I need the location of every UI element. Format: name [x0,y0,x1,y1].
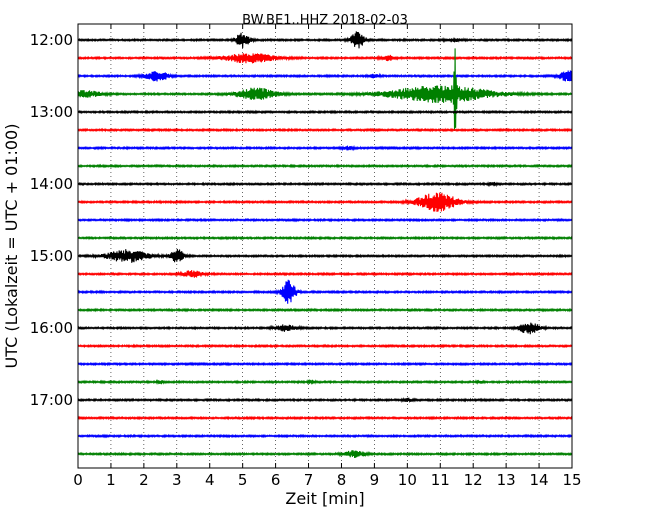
x-tick-label: 7 [304,471,314,489]
x-tick-label: 4 [205,471,215,489]
plot-frame [77,23,573,469]
grid-lines [78,24,572,468]
x-tick-label: 5 [238,471,248,489]
seismic-trace [77,433,573,439]
seismic-trace [77,181,573,188]
seismic-trace [77,192,573,212]
trace-group [77,31,573,458]
x-axis-label: Zeit [min] [285,489,364,508]
seismic-trace [77,144,573,152]
x-tick-label: 6 [271,471,281,489]
seismic-trace [77,378,573,386]
seismic-trace [77,397,573,404]
chart-title: BW.BE1..HHZ 2018-02-03 [242,13,408,28]
seismic-trace [77,235,573,241]
seismic-trace [77,163,573,169]
seismic-trace [77,279,573,304]
seismic-trace [77,217,573,223]
seismic-trace [77,248,573,263]
seismic-trace [77,450,573,458]
x-tick-label: 13 [497,471,516,489]
seismic-trace [77,109,573,115]
seismic-trace [77,322,573,335]
x-tick-label: 1 [106,471,116,489]
seismic-trace [77,48,573,132]
x-tick-label: 12 [464,471,483,489]
y-tick-label: 13:00 [30,103,73,121]
y-tick-label: 17:00 [30,391,73,409]
x-tick-label: 0 [73,471,83,489]
x-tick-label: 11 [431,471,450,489]
y-axis-label: UTC (Lokalzeit = UTC + 01:00) [2,124,21,369]
y-tick-label: 14:00 [30,175,73,193]
seismic-trace [77,343,573,349]
x-tick-label: 8 [337,471,347,489]
seismic-trace [77,415,573,421]
x-tick-label: 10 [398,471,417,489]
axis-ticks: 0 1 2 3 4 5 6 7 8 9 10 11 12 13 14 1512:0013:0014:0015:… [30,24,582,489]
seismic-trace [77,31,573,49]
x-tick-label: 2 [139,471,149,489]
seismic-trace [77,53,573,64]
seismic-trace [77,70,573,82]
seismic-trace [77,361,573,367]
x-tick-label: 15 [562,471,581,489]
x-tick-label: 9 [370,471,380,489]
x-tick-label: 14 [530,471,549,489]
seismic-trace [77,127,573,133]
seismic-trace [77,307,573,313]
y-tick-label: 15:00 [30,247,73,265]
seismic-trace [77,270,573,278]
y-tick-label: 16:00 [30,319,73,337]
x-tick-label: 3 [172,471,182,489]
y-tick-label: 12:00 [30,31,73,49]
